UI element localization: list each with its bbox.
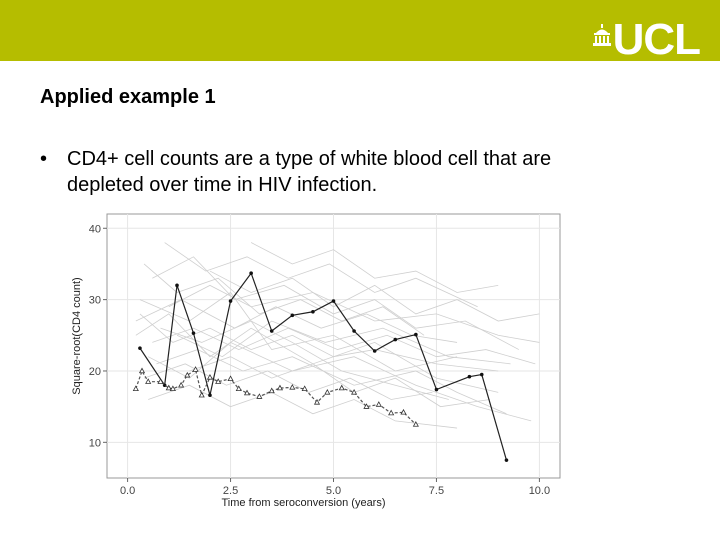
triangle-point <box>169 385 176 392</box>
triangle-point <box>375 401 382 407</box>
triangle-point <box>227 375 234 382</box>
portico-icon <box>592 24 611 46</box>
triangle-point <box>184 371 191 378</box>
y-tick-label: 20 <box>89 366 101 378</box>
x-tick-label: 5.0 <box>326 485 341 497</box>
circle-point <box>228 299 233 303</box>
triangle-point <box>313 398 321 405</box>
circle-point <box>175 283 179 288</box>
triangle-point <box>276 384 284 391</box>
background-trajectory-line <box>250 242 499 293</box>
background-trajectory-line <box>189 356 491 408</box>
triangle-point <box>243 389 251 396</box>
triangle-point <box>215 378 222 384</box>
slide-title: Applied example 1 <box>40 86 216 108</box>
x-tick-label: 2.5 <box>223 485 238 497</box>
x-tick-label: 10.0 <box>529 485 550 497</box>
circle-point <box>208 393 212 398</box>
triangle-point <box>235 385 242 392</box>
triangle-point <box>363 403 370 409</box>
circle-point <box>504 458 509 462</box>
background-trajectory-line <box>135 313 499 393</box>
background-trajectory-line <box>143 263 425 336</box>
background-trajectory-line <box>164 242 478 308</box>
circle-point <box>352 329 356 333</box>
triangle-point <box>388 409 395 416</box>
triangle-point <box>198 391 205 398</box>
x-axis-label: Time from seroconversion (years) <box>221 497 385 509</box>
triangle-point <box>145 378 152 384</box>
triangle-point <box>256 393 263 399</box>
circle-point <box>467 374 472 379</box>
circle-point <box>311 309 315 314</box>
triangle-point <box>324 388 331 395</box>
circle-point <box>393 337 398 342</box>
background-trajectory-line <box>143 363 433 400</box>
background-trajectory-line <box>160 320 449 400</box>
bullet-symbol: • <box>40 148 48 170</box>
cd4-chart: 0.0 2.5 5.0 7.5 10.0 10 20 30 40 Time from seroco… <box>71 213 561 509</box>
triangle-point <box>138 367 146 374</box>
triangle-point <box>351 388 358 395</box>
background-trajectory-line <box>152 256 520 350</box>
logo-text: UCL <box>612 15 701 64</box>
triangle-point <box>157 378 164 384</box>
triangle-point <box>178 381 185 388</box>
background-trajectory-line <box>135 299 458 343</box>
background-trajectory-line <box>209 270 540 322</box>
y-tick-label: 10 <box>89 437 101 449</box>
circle-point <box>479 372 484 377</box>
circle-point <box>191 331 196 335</box>
triangle-point <box>206 373 214 380</box>
triangle-point <box>192 366 199 372</box>
x-tick-label: 7.5 <box>429 485 444 497</box>
triangle-point <box>400 408 407 415</box>
triangle-point <box>132 385 139 392</box>
circle-point <box>414 332 418 337</box>
background-trajectory-line <box>176 320 511 365</box>
circle-point <box>290 313 295 318</box>
circle-point <box>434 387 439 392</box>
triangle-point <box>338 384 345 391</box>
ucl-logo: UCL <box>592 15 701 64</box>
triangle-point <box>289 383 296 390</box>
y-tick-label: 40 <box>89 223 101 235</box>
circle-point <box>138 346 142 350</box>
y-tick-label: 30 <box>89 295 101 307</box>
background-trajectory-line <box>148 384 458 429</box>
x-tick-label: 0.0 <box>120 485 135 497</box>
background-trajectory-line <box>139 313 499 372</box>
circle-point <box>372 349 377 353</box>
circle-point <box>269 329 274 333</box>
triangle-point <box>165 384 172 391</box>
background-trajectory-line <box>168 284 540 343</box>
triangle-point <box>268 387 275 394</box>
background-trajectory-line <box>152 327 536 365</box>
circle-point <box>249 271 253 276</box>
triangle-point <box>412 421 419 427</box>
triangle-point <box>301 385 308 392</box>
circle-point <box>331 299 336 303</box>
bullet-text: CD4+ cell counts are a type of white blo… <box>67 148 552 196</box>
y-axis-label: Square-root(CD4 count) <box>71 277 83 394</box>
